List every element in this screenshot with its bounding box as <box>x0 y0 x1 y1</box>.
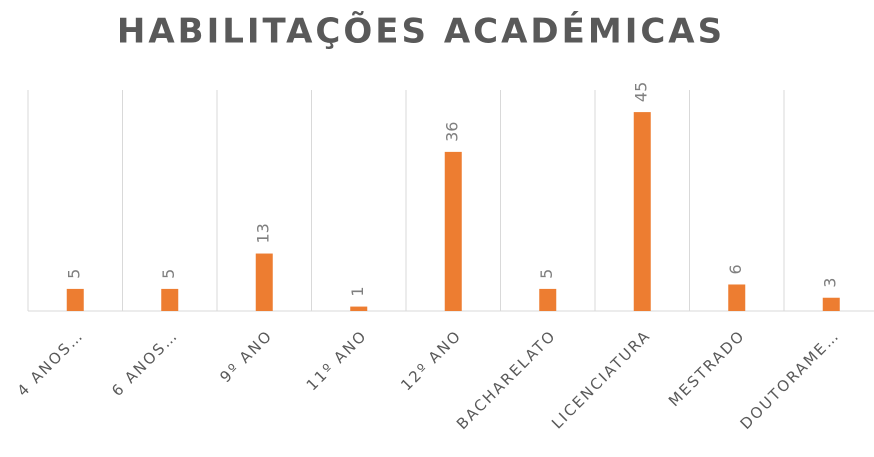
x-tick-label: DOUTORAME… <box>737 326 844 433</box>
x-tick-label: 11º ANO <box>303 326 371 394</box>
x-tick-label: MESTRADO <box>665 326 749 410</box>
value-label: 1 <box>348 286 367 296</box>
value-label: 36 <box>443 122 462 142</box>
bar <box>822 297 840 311</box>
bar <box>350 306 368 311</box>
value-label: 5 <box>159 269 178 279</box>
value-label: 13 <box>254 223 273 243</box>
x-tick-label: 6 ANOS… <box>108 326 182 400</box>
x-tick-label: BACHARELATO <box>453 326 560 433</box>
x-tick-label: 4 ANOS… <box>14 326 88 400</box>
value-label: 5 <box>65 269 84 279</box>
bar <box>539 288 557 311</box>
value-label: 45 <box>632 82 651 102</box>
bar <box>444 151 462 311</box>
value-label: 6 <box>726 264 745 274</box>
bar <box>66 288 84 311</box>
chart-title: HABILITAÇÕES ACADÉMICAS <box>117 11 725 52</box>
bar <box>255 253 273 311</box>
x-tick-label: 9º ANO <box>216 326 276 386</box>
x-tick-label: 12º ANO <box>397 326 465 394</box>
value-label: 5 <box>537 269 556 279</box>
bar <box>728 284 746 311</box>
bar <box>633 112 651 311</box>
value-label: 3 <box>821 278 840 288</box>
bar <box>161 288 179 311</box>
x-tick-label: LICENCIATURA <box>548 326 654 432</box>
